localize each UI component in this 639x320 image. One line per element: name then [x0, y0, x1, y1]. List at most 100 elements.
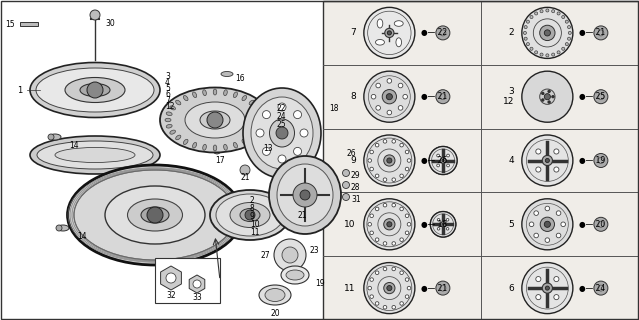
Circle shape — [278, 155, 286, 163]
Text: 4: 4 — [165, 77, 170, 86]
Text: 15: 15 — [5, 20, 15, 28]
Ellipse shape — [394, 21, 403, 26]
Circle shape — [256, 129, 264, 137]
Text: 3
12: 3 12 — [502, 87, 514, 106]
Circle shape — [370, 214, 373, 218]
Circle shape — [535, 51, 537, 54]
Circle shape — [436, 90, 450, 104]
Text: 21: 21 — [240, 172, 250, 181]
Circle shape — [370, 278, 373, 281]
Ellipse shape — [224, 90, 227, 96]
Text: 4: 4 — [508, 156, 514, 165]
Circle shape — [568, 31, 571, 35]
Circle shape — [375, 207, 379, 211]
Bar — [323, 1, 639, 320]
Wedge shape — [527, 93, 544, 114]
Circle shape — [407, 286, 411, 290]
Ellipse shape — [233, 92, 238, 98]
Circle shape — [551, 95, 554, 98]
Circle shape — [278, 103, 286, 111]
Circle shape — [400, 174, 403, 178]
Circle shape — [87, 82, 103, 98]
Ellipse shape — [249, 100, 254, 105]
Ellipse shape — [105, 186, 205, 244]
Text: 5: 5 — [508, 220, 514, 229]
Circle shape — [527, 20, 530, 23]
Circle shape — [522, 199, 573, 250]
Circle shape — [387, 158, 392, 163]
Text: 6: 6 — [165, 90, 170, 99]
Circle shape — [530, 47, 533, 50]
Circle shape — [442, 223, 444, 225]
Circle shape — [387, 79, 392, 83]
Text: 3: 3 — [165, 71, 170, 81]
Ellipse shape — [37, 141, 153, 169]
Text: 8: 8 — [350, 92, 356, 101]
Text: 25: 25 — [277, 119, 287, 129]
Text: 7: 7 — [165, 95, 170, 105]
Text: 12: 12 — [165, 101, 174, 110]
Ellipse shape — [165, 118, 171, 122]
Ellipse shape — [281, 266, 309, 284]
Ellipse shape — [258, 112, 264, 116]
Text: 20: 20 — [270, 308, 280, 317]
Circle shape — [364, 7, 415, 59]
Circle shape — [147, 207, 163, 223]
Circle shape — [594, 90, 608, 104]
Text: 13: 13 — [263, 143, 273, 153]
Circle shape — [546, 54, 549, 57]
Ellipse shape — [249, 135, 254, 140]
Circle shape — [557, 211, 561, 215]
Circle shape — [524, 37, 527, 40]
Circle shape — [400, 207, 403, 211]
Circle shape — [364, 135, 415, 186]
Text: ●— 19: ●— 19 — [579, 156, 605, 165]
Circle shape — [263, 111, 270, 119]
Circle shape — [384, 155, 395, 166]
Circle shape — [545, 158, 550, 163]
Text: 29: 29 — [351, 171, 360, 180]
Ellipse shape — [213, 145, 217, 151]
Circle shape — [551, 10, 555, 13]
Circle shape — [562, 47, 565, 50]
Circle shape — [541, 92, 544, 95]
Circle shape — [364, 199, 415, 250]
Circle shape — [529, 222, 534, 227]
Circle shape — [561, 222, 566, 227]
Ellipse shape — [183, 96, 188, 101]
Circle shape — [541, 99, 544, 101]
Ellipse shape — [269, 156, 341, 234]
Ellipse shape — [210, 190, 290, 240]
Ellipse shape — [166, 124, 172, 128]
Circle shape — [293, 183, 317, 207]
Circle shape — [400, 302, 403, 305]
Circle shape — [546, 9, 549, 12]
Circle shape — [370, 150, 373, 154]
Circle shape — [430, 212, 456, 237]
Circle shape — [376, 106, 380, 110]
Circle shape — [535, 149, 541, 154]
Ellipse shape — [376, 39, 385, 45]
Ellipse shape — [252, 141, 261, 147]
Circle shape — [400, 271, 403, 275]
Ellipse shape — [265, 289, 285, 301]
Text: 9: 9 — [350, 156, 356, 165]
Circle shape — [545, 238, 550, 243]
Circle shape — [405, 295, 409, 299]
Circle shape — [383, 140, 387, 143]
Circle shape — [383, 242, 387, 245]
Circle shape — [535, 12, 537, 15]
Circle shape — [523, 31, 527, 35]
Ellipse shape — [203, 144, 206, 150]
Ellipse shape — [30, 136, 160, 174]
Circle shape — [436, 26, 450, 40]
Circle shape — [375, 271, 379, 275]
Circle shape — [429, 147, 457, 174]
Circle shape — [437, 228, 440, 230]
Text: 17: 17 — [215, 156, 225, 164]
Ellipse shape — [240, 209, 260, 221]
Circle shape — [540, 10, 543, 13]
Text: ●— 21: ●— 21 — [421, 92, 447, 101]
Ellipse shape — [68, 165, 242, 265]
Text: ●— 20: ●— 20 — [579, 220, 605, 229]
